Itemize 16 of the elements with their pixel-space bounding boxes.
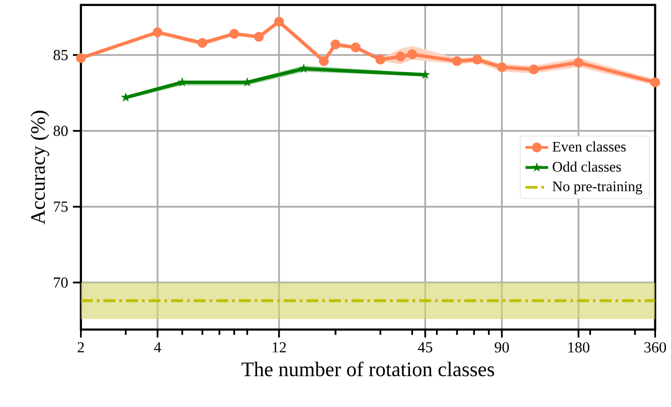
legend-label: Odd classes xyxy=(552,161,621,172)
y-tick-label: 85 xyxy=(54,50,68,60)
x-tick-label: 45 xyxy=(418,342,432,352)
x-tick-label: 90 xyxy=(494,342,509,352)
x-tick-label: 360 xyxy=(644,342,666,352)
y-tick-label: 75 xyxy=(54,201,68,212)
x-axis-title: The number of rotation classes xyxy=(242,361,494,376)
legend-label: No pre-training xyxy=(552,181,642,194)
y-axis-title: Accuracy (%) xyxy=(30,110,50,224)
x-tick-label: 2 xyxy=(78,342,84,352)
y-tick-label: 80 xyxy=(54,126,68,136)
legend-label: Even classes xyxy=(552,141,626,152)
x-tick-label: 4 xyxy=(154,342,162,352)
x-tick-label: 180 xyxy=(568,342,590,352)
y-tick-label: 70 xyxy=(54,277,68,288)
x-tick-label: 12 xyxy=(272,342,286,352)
